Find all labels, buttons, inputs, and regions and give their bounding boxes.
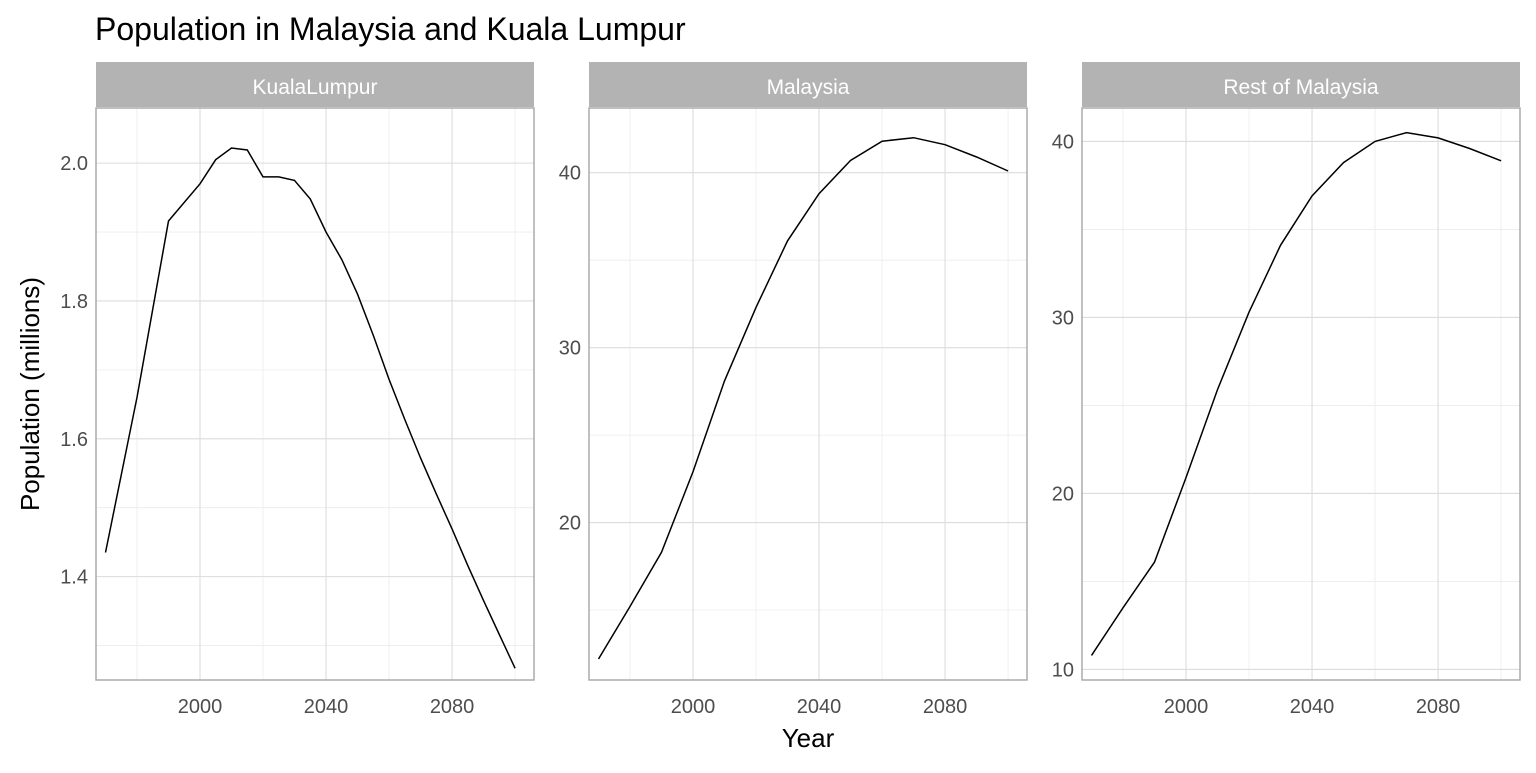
y-tick-label: 30: [559, 338, 581, 360]
x-tick-label: 2040: [304, 696, 349, 718]
y-tick-label: 10: [1052, 659, 1074, 681]
x-tick-label: 2080: [430, 696, 475, 718]
series-line: [1090, 131, 1502, 656]
facet-strip-label: Malaysia: [767, 76, 850, 99]
facet-strip: [96, 62, 534, 107]
chart-title: Population in Malaysia and Kuala Lumpur: [95, 11, 686, 47]
y-tick-label: 40: [1052, 131, 1074, 153]
x-tick-label: 2000: [671, 696, 716, 718]
y-tick-label: 1.6: [60, 429, 88, 451]
x-axis-title: Year: [782, 723, 835, 753]
panel-border: [1081, 107, 1521, 681]
y-tick-label: 20: [559, 513, 581, 535]
x-tick-label: 2000: [178, 696, 223, 718]
x-tick-label: 2040: [797, 696, 842, 718]
y-tick-label: 1.8: [60, 291, 88, 313]
facet-rest-of-malaysia: Rest of Malaysia 2000 2040 2080 10 20 30 40: [1052, 62, 1521, 718]
y-axis-title: Population (millions): [15, 277, 45, 511]
facet-strip: [1082, 62, 1520, 107]
facet-strip-label: KualaLumpur: [253, 76, 378, 99]
x-tick-label: 2000: [1164, 696, 1209, 718]
facet-strip-label: Rest of Malaysia: [1223, 76, 1379, 99]
y-tick-label: 2.0: [60, 153, 88, 175]
panel-border: [95, 107, 535, 681]
x-tick-label: 2080: [1416, 696, 1461, 718]
y-tick-label: 20: [1052, 483, 1074, 505]
facet-malaysia: Malaysia 2000 2040 2080 20 30 40: [559, 62, 1028, 718]
series-line: [104, 147, 516, 669]
y-tick-label: 1.4: [60, 567, 88, 589]
series-line: [597, 136, 1009, 660]
facet-strip: [589, 62, 1027, 107]
facet-kualalumpur: KualaLumpur 2000 2040 2080 1.4 1.6 1.8 2.0: [60, 62, 535, 718]
y-tick-label: 30: [1052, 307, 1074, 329]
panel-border: [588, 107, 1028, 681]
x-tick-label: 2040: [1290, 696, 1335, 718]
y-tick-label: 40: [559, 163, 581, 185]
x-tick-label: 2080: [923, 696, 968, 718]
